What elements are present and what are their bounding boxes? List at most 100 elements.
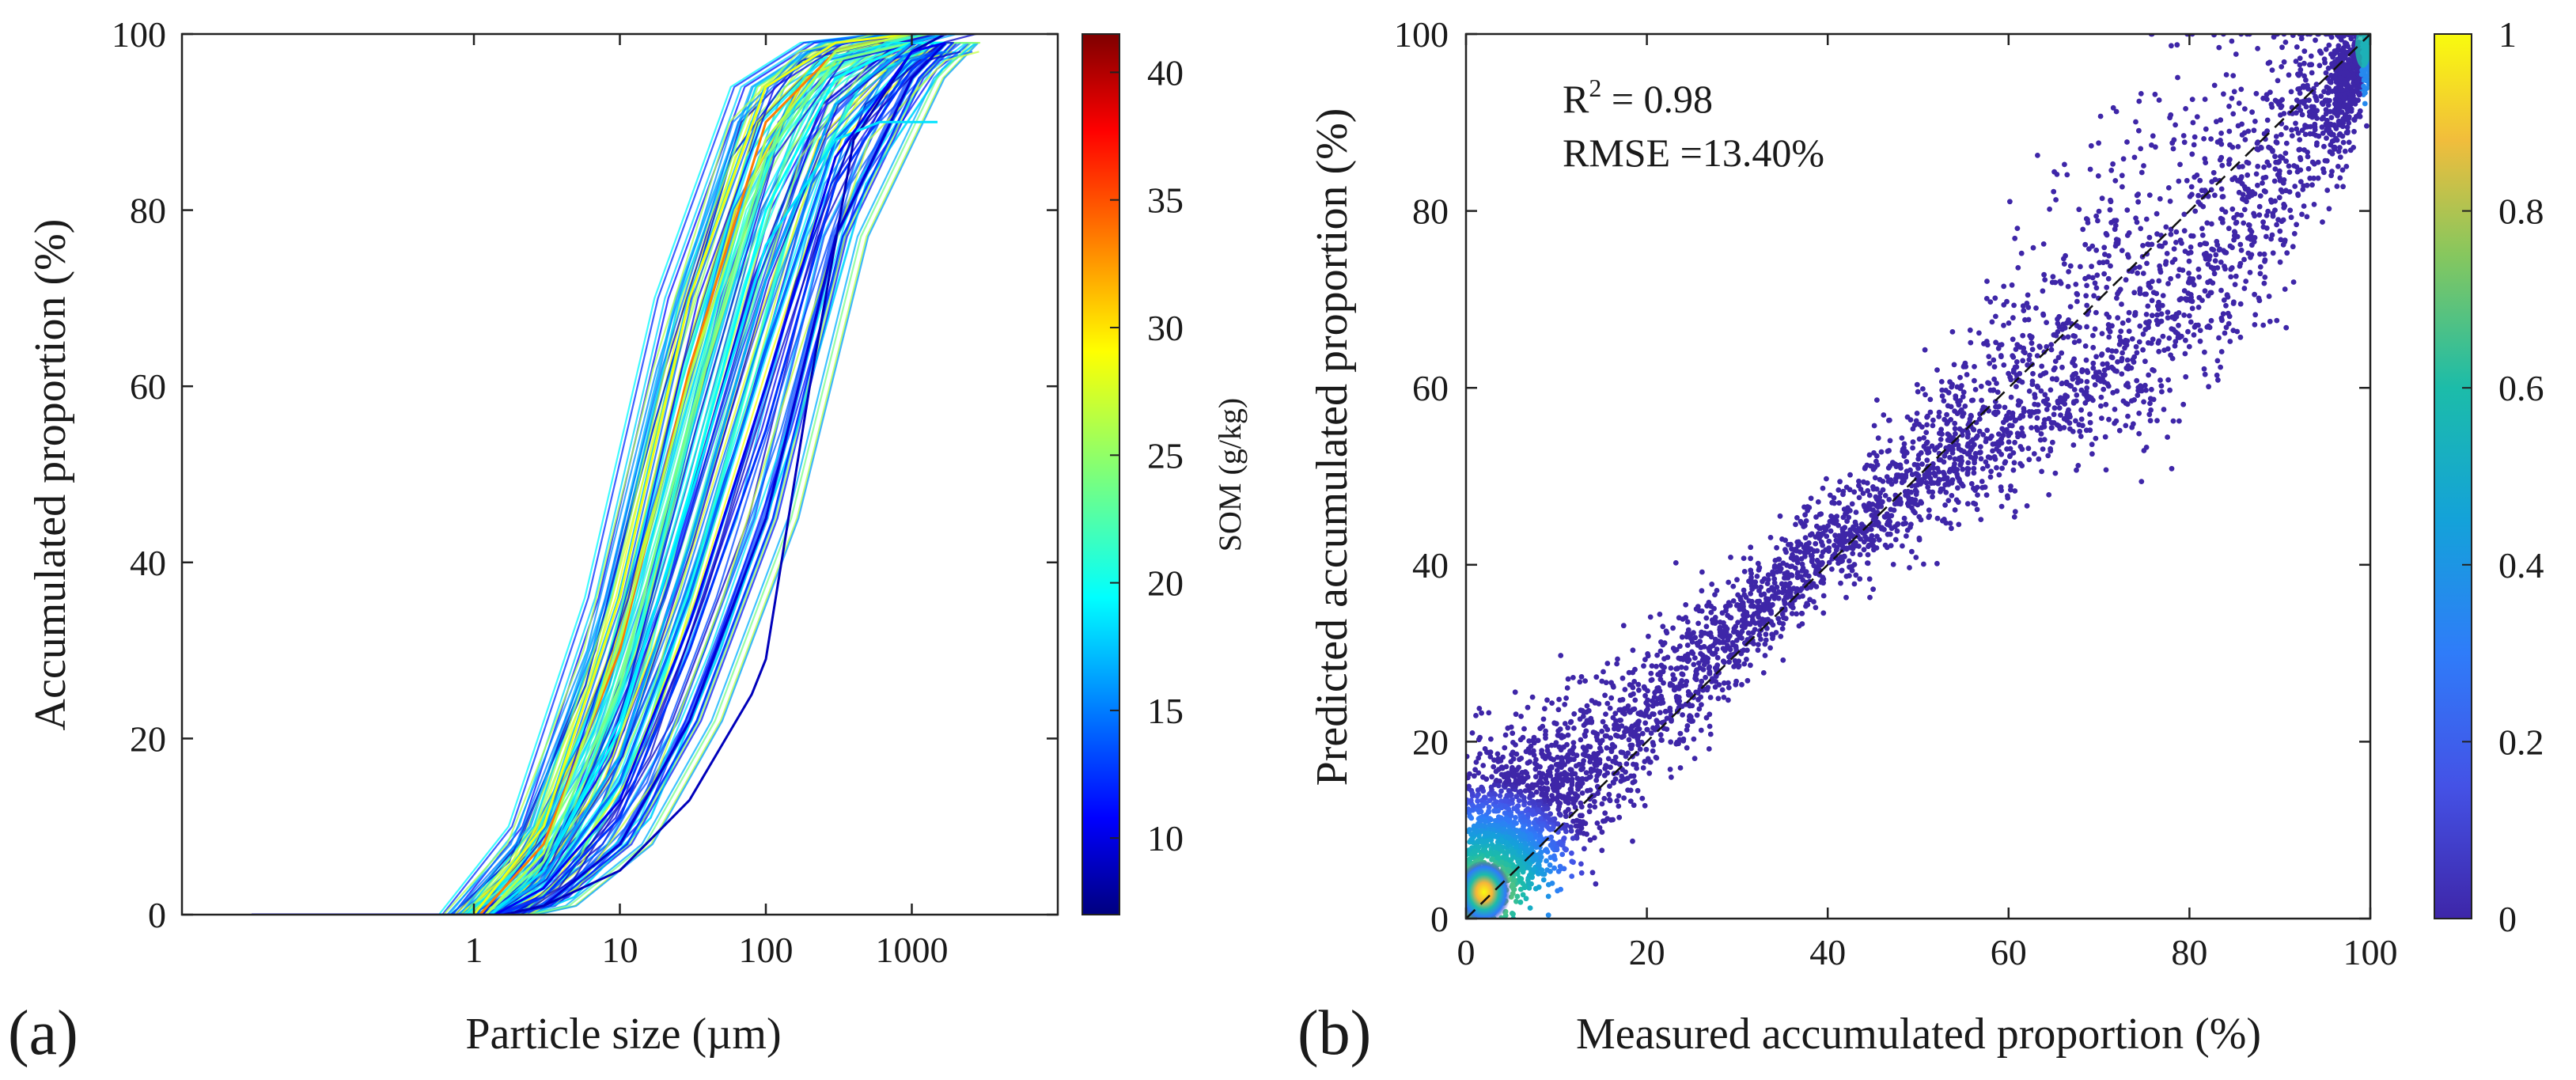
scatter-point (1979, 479, 1985, 484)
scatter-point (1494, 799, 1499, 805)
scatter-point (2313, 37, 2318, 43)
scatter-point (1688, 714, 1694, 720)
scatter-point (1566, 795, 1572, 801)
scatter-point (2059, 351, 2064, 356)
scatter-point (1623, 769, 1628, 775)
scatter-point (2236, 123, 2241, 129)
scatter-point (2017, 415, 2023, 421)
scatter-point (1813, 534, 1818, 540)
scatter-point (2171, 327, 2176, 332)
scatter-point (1820, 543, 1825, 548)
scatter-point (1893, 462, 1899, 468)
scatter-point (1820, 531, 1826, 536)
scatter-point (1496, 845, 1502, 851)
scatter-point (2357, 92, 2362, 97)
scatter-point (2314, 142, 2320, 148)
scatter-point (2031, 245, 2036, 251)
scatter-point (2340, 184, 2346, 189)
scatter-point (2097, 209, 2102, 214)
scatter-point (1703, 675, 1708, 680)
scatter-point (1600, 801, 1605, 807)
scatter-point (1539, 775, 1544, 780)
scatter-point (1602, 810, 1608, 816)
scatter-point (2051, 189, 2056, 195)
scatter-point (2005, 495, 2010, 501)
scatter-point (1854, 510, 1859, 515)
scatter-point (2151, 397, 2157, 403)
scatter-point (1927, 397, 1933, 403)
scatter-point (2252, 322, 2258, 328)
scatter-point (2354, 86, 2360, 92)
scatter-point (1952, 421, 1957, 426)
scatter-point (2219, 187, 2225, 192)
scatter-point (1613, 755, 1619, 760)
scatter-point (2358, 114, 2363, 119)
scatter-point (2090, 361, 2096, 366)
scatter-point (2193, 323, 2199, 328)
scatter-point (2090, 345, 2096, 351)
scatter-point (2290, 244, 2296, 249)
scatter-point (2174, 42, 2180, 47)
scatter-point (2170, 356, 2176, 362)
scatter-point (1511, 840, 1517, 846)
scatter-point (1923, 430, 1929, 435)
scatter-point (2173, 229, 2179, 235)
scatter-point (2142, 383, 2148, 388)
scatter-point (2161, 293, 2166, 298)
scatter-point (2136, 411, 2142, 416)
scatter-point (1499, 838, 1505, 843)
scatter-point (1801, 566, 1806, 571)
scatter-point (2113, 223, 2119, 229)
scatter-point (2225, 292, 2230, 297)
scatter-point (2048, 449, 2053, 454)
scatter-point (2124, 139, 2130, 145)
scatter-point (1604, 745, 1610, 751)
scatter-point (2309, 54, 2314, 59)
scatter-point (2013, 384, 2019, 389)
scatter-point (2089, 143, 2094, 149)
scatter-point (2252, 119, 2258, 124)
scatter-point (2324, 188, 2330, 193)
scatter-point (2035, 385, 2040, 390)
scatter-point (2200, 233, 2206, 238)
scatter-point (1999, 504, 2005, 510)
scatter-point (1769, 585, 1775, 590)
scatter-point (1876, 435, 1881, 441)
scatter-point (2039, 469, 2044, 475)
scatter-point (1529, 744, 1534, 749)
scatter-point (2051, 420, 2057, 426)
scatter-point (2056, 423, 2062, 429)
scatter-point (1619, 749, 1624, 755)
scatter-point (1989, 434, 1995, 439)
scatter-point (2311, 104, 2317, 110)
scatter-point (1993, 339, 1998, 345)
scatter-point (2016, 398, 2021, 404)
scatter-point (1726, 698, 1731, 703)
scatter-point (1591, 767, 1597, 773)
scatter-point (1540, 754, 1546, 760)
scatter-point (1539, 855, 1544, 860)
scatter-point (1865, 560, 1870, 566)
scatter-point (2141, 332, 2146, 337)
scatter-point (1733, 645, 1739, 650)
scatter-point (2260, 323, 2266, 328)
scatter-point (1563, 847, 1569, 852)
scatter-point (1953, 507, 1958, 513)
scatter-point (2156, 279, 2161, 284)
scatter-point (2226, 129, 2232, 135)
scatter-point (2154, 313, 2160, 318)
scatter-point (2187, 344, 2192, 350)
scatter-point (2206, 293, 2211, 298)
scatter-point (2279, 132, 2284, 138)
scatter-point (2180, 402, 2186, 407)
scatter-point (2007, 199, 2013, 204)
scatter-point (1921, 435, 1926, 441)
scatter-point (1526, 738, 1532, 744)
scatter-point (2215, 265, 2221, 271)
scatter-point (1935, 516, 1941, 521)
scatter-point (1960, 483, 1966, 489)
scatter-point (2277, 195, 2282, 200)
scatter-point (2110, 161, 2116, 167)
scatter-point (2344, 70, 2350, 75)
scatter-point (1881, 479, 1886, 484)
